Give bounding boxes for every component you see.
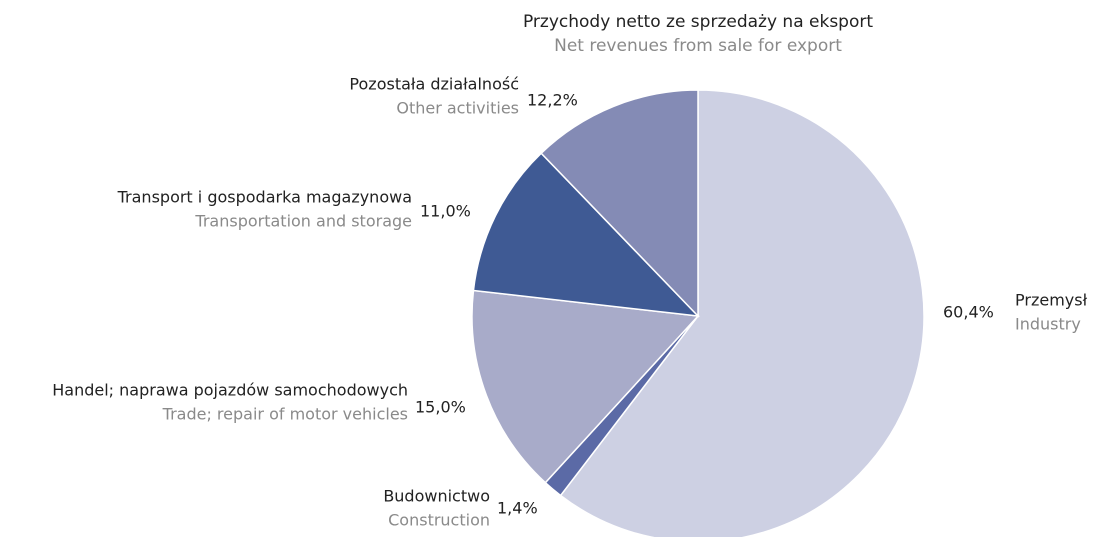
category-label-en: Transportation and storage xyxy=(194,212,412,231)
value-label: 12,2% xyxy=(527,91,578,110)
category-label-en: Trade; repair of motor vehicles xyxy=(162,405,408,424)
value-label: 60,4% xyxy=(943,303,994,322)
chart-title: Przychody netto ze sprzedaży na eksport xyxy=(523,12,873,32)
value-label: 11,0% xyxy=(420,202,471,221)
category-label: Przemysł xyxy=(1015,291,1088,310)
category-label-en: Construction xyxy=(388,511,490,530)
category-label: Transport i gospodarka magazynowa xyxy=(117,188,412,207)
pie-slice xyxy=(471,289,700,484)
value-label: 1,4% xyxy=(497,499,538,518)
category-label: Handel; naprawa pojazdów samochodowych xyxy=(52,381,408,400)
category-label-en: Industry xyxy=(1015,315,1081,334)
chart-subtitle: Net revenues from sale for export xyxy=(554,36,842,56)
category-label-en: Other activities xyxy=(396,99,519,118)
category-label: Budownictwo xyxy=(383,487,490,506)
pie-slice xyxy=(540,89,699,318)
category-label: Pozostała działalność xyxy=(349,75,519,94)
value-label: 15,0% xyxy=(415,398,466,417)
pie-slice xyxy=(559,89,925,537)
pie-slice xyxy=(472,152,700,317)
